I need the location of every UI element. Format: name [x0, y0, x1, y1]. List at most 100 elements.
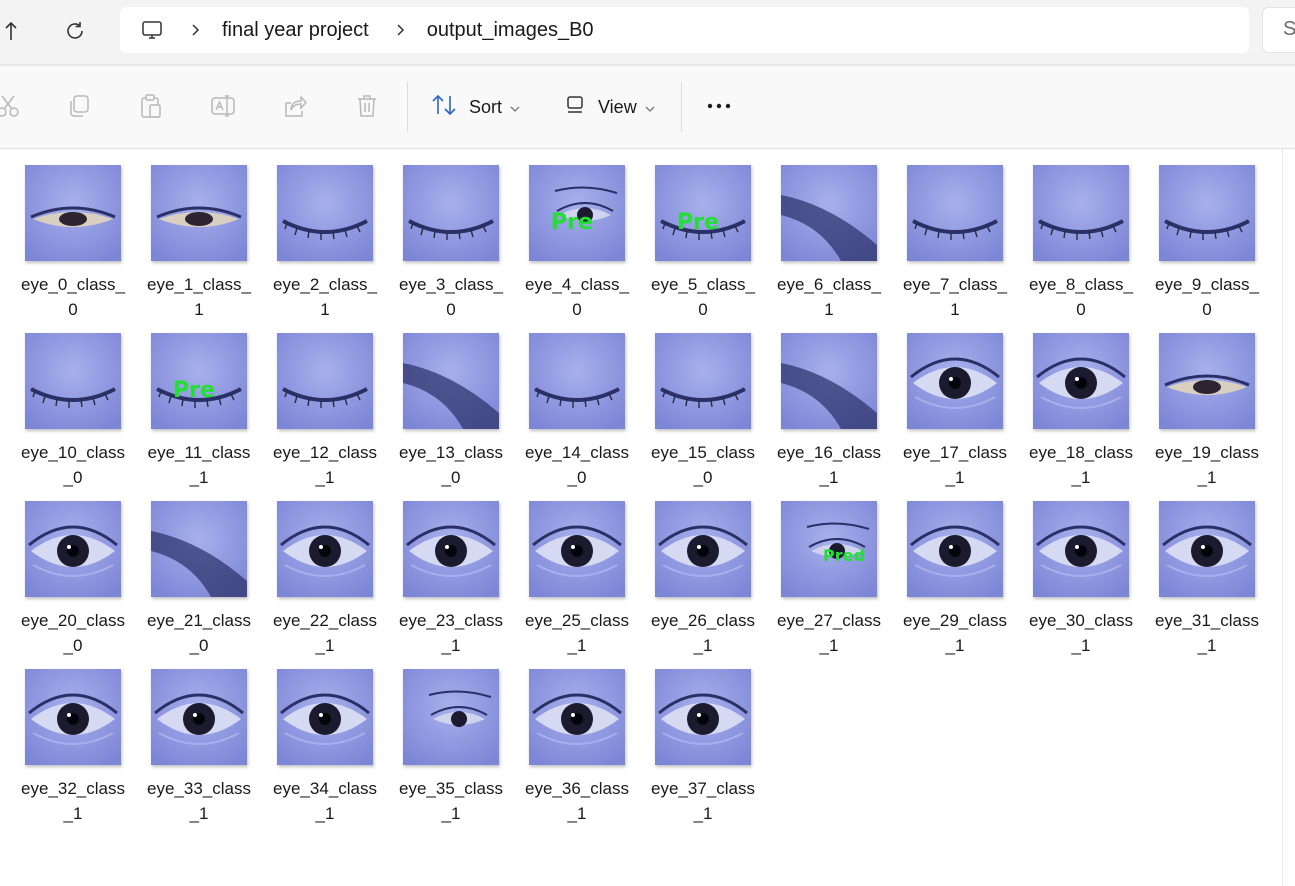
file-item[interactable]: eye_9_class_ 0 [1155, 165, 1285, 325]
sort-label: Sort [469, 96, 503, 117]
file-item[interactable]: eye_33_class _1 [147, 669, 277, 829]
file-item[interactable]: eye_1_class_ 1 [147, 165, 277, 325]
paste-icon[interactable] [137, 92, 165, 120]
svg-text:Pre: Pre [551, 210, 593, 235]
file-name-line: _1 [441, 804, 461, 823]
file-item[interactable]: eye_13_class _0 [399, 333, 529, 493]
file-item[interactable]: eye_34_class _1 [273, 669, 403, 829]
file-name: eye_2_class_ 1 [264, 272, 386, 322]
image-thumbnail [277, 333, 373, 429]
file-name-line: _1 [693, 636, 713, 655]
breadcrumb-final-year-project[interactable]: final year project [222, 18, 369, 41]
file-item[interactable]: eye_17_class _1 [903, 333, 1033, 493]
file-item[interactable]: eye_30_class _1 [1029, 501, 1159, 661]
search-input[interactable]: S [1262, 7, 1295, 53]
image-thumbnail [1159, 501, 1255, 597]
file-name: eye_29_class _1 [894, 608, 1016, 658]
file-name-line: eye_15_class [651, 443, 755, 462]
file-list: eye_0_class_ 0 eye_1_class_ 1 eye_2_class_… [0, 149, 1282, 886]
image-thumbnail [1033, 501, 1129, 597]
address-bar[interactable]: final year project output_images_B0 [120, 7, 1249, 53]
file-item[interactable]: eye_22_class _1 [273, 501, 403, 661]
rename-icon[interactable] [209, 92, 237, 120]
file-name: eye_19_class _1 [1146, 440, 1268, 490]
file-name-line: eye_3_class_ [399, 275, 503, 294]
file-name: eye_32_class _1 [12, 776, 134, 826]
file-item[interactable]: Pre eye_5_class_ 0 [651, 165, 781, 325]
file-name: eye_37_class _1 [642, 776, 764, 826]
chevron-right-icon[interactable] [393, 23, 407, 37]
cut-icon[interactable] [0, 92, 22, 120]
file-name-line: eye_2_class_ [273, 275, 377, 294]
file-name-line: eye_6_class_ [777, 275, 881, 294]
file-name: eye_21_class _0 [138, 608, 260, 658]
file-name-line: 0 [1202, 300, 1212, 319]
vertical-scrollbar[interactable] [1282, 149, 1295, 886]
file-name-line: eye_34_class [273, 779, 377, 798]
file-item[interactable]: eye_29_class _1 [903, 501, 1033, 661]
sort-button[interactable]: Sort [431, 90, 520, 124]
file-item[interactable]: eye_8_class_ 0 [1029, 165, 1159, 325]
file-name-line: eye_20_class [21, 611, 125, 630]
refresh-icon[interactable] [58, 14, 92, 48]
file-item[interactable]: eye_15_class _0 [651, 333, 781, 493]
delete-icon[interactable] [353, 92, 381, 120]
file-item[interactable]: eye_37_class _1 [651, 669, 781, 829]
file-item[interactable]: eye_26_class _1 [651, 501, 781, 661]
file-name-line: _1 [567, 636, 587, 655]
this-pc-icon[interactable] [140, 18, 164, 42]
file-item[interactable]: eye_25_class _1 [525, 501, 655, 661]
file-item[interactable]: eye_36_class _1 [525, 669, 655, 829]
chevron-down-icon [645, 97, 655, 118]
file-item[interactable]: eye_35_class _1 [399, 669, 529, 829]
file-item[interactable]: eye_12_class _1 [273, 333, 403, 493]
file-name-line: _1 [819, 636, 839, 655]
file-name-line: eye_4_class_ [525, 275, 629, 294]
file-item[interactable]: eye_0_class_ 0 [21, 165, 151, 325]
file-item[interactable]: Pred eye_27_class _1 [777, 501, 907, 661]
up-arrow-icon[interactable] [0, 14, 22, 48]
file-name-line: eye_0_class_ [21, 275, 125, 294]
image-thumbnail: Pre [151, 333, 247, 429]
file-item[interactable]: eye_6_class_ 1 [777, 165, 907, 325]
file-name-line: eye_10_class [21, 443, 125, 462]
chevron-right-icon[interactable] [188, 23, 202, 37]
image-thumbnail [403, 165, 499, 261]
file-item[interactable]: eye_19_class _1 [1155, 333, 1285, 493]
image-thumbnail [907, 501, 1003, 597]
file-item[interactable]: eye_20_class _0 [21, 501, 151, 661]
file-item[interactable]: eye_3_class_ 0 [399, 165, 529, 325]
file-item[interactable]: eye_21_class _0 [147, 501, 277, 661]
image-thumbnail [655, 333, 751, 429]
file-item[interactable]: eye_7_class_ 1 [903, 165, 1033, 325]
file-name-line: eye_16_class [777, 443, 881, 462]
file-item[interactable]: eye_23_class _1 [399, 501, 529, 661]
file-name-line: _1 [441, 636, 461, 655]
breadcrumb-output-images[interactable]: output_images_B0 [426, 18, 594, 41]
toolbar-separator [681, 82, 682, 132]
file-item[interactable]: Pre eye_4_class_ 0 [525, 165, 655, 325]
file-item[interactable]: eye_32_class _1 [21, 669, 151, 829]
image-thumbnail [781, 165, 877, 261]
file-name-line: eye_5_class_ [651, 275, 755, 294]
share-icon[interactable] [281, 92, 309, 120]
file-item[interactable]: eye_31_class _1 [1155, 501, 1285, 661]
file-item[interactable]: Pre eye_11_class _1 [148, 333, 277, 493]
file-item[interactable]: eye_18_class _1 [1029, 333, 1159, 493]
image-thumbnail [655, 501, 751, 597]
file-item[interactable]: eye_10_class _0 [21, 333, 151, 493]
copy-icon[interactable] [65, 92, 93, 120]
file-item[interactable]: eye_2_class_ 1 [273, 165, 403, 325]
file-name-line: eye_27_class [777, 611, 881, 630]
more-options-icon[interactable] [705, 92, 733, 120]
image-thumbnail [151, 501, 247, 597]
file-name-line: _1 [945, 636, 965, 655]
view-button[interactable]: View [566, 90, 655, 124]
file-name-line: _1 [945, 468, 965, 487]
file-name: eye_4_class_ 0 [516, 272, 638, 322]
file-item[interactable]: eye_16_class _1 [777, 333, 907, 493]
file-name-line: _1 [1071, 468, 1091, 487]
file-item[interactable]: eye_14_class _0 [525, 333, 655, 493]
view-icon [566, 94, 586, 121]
file-name: eye_22_class _1 [264, 608, 386, 658]
